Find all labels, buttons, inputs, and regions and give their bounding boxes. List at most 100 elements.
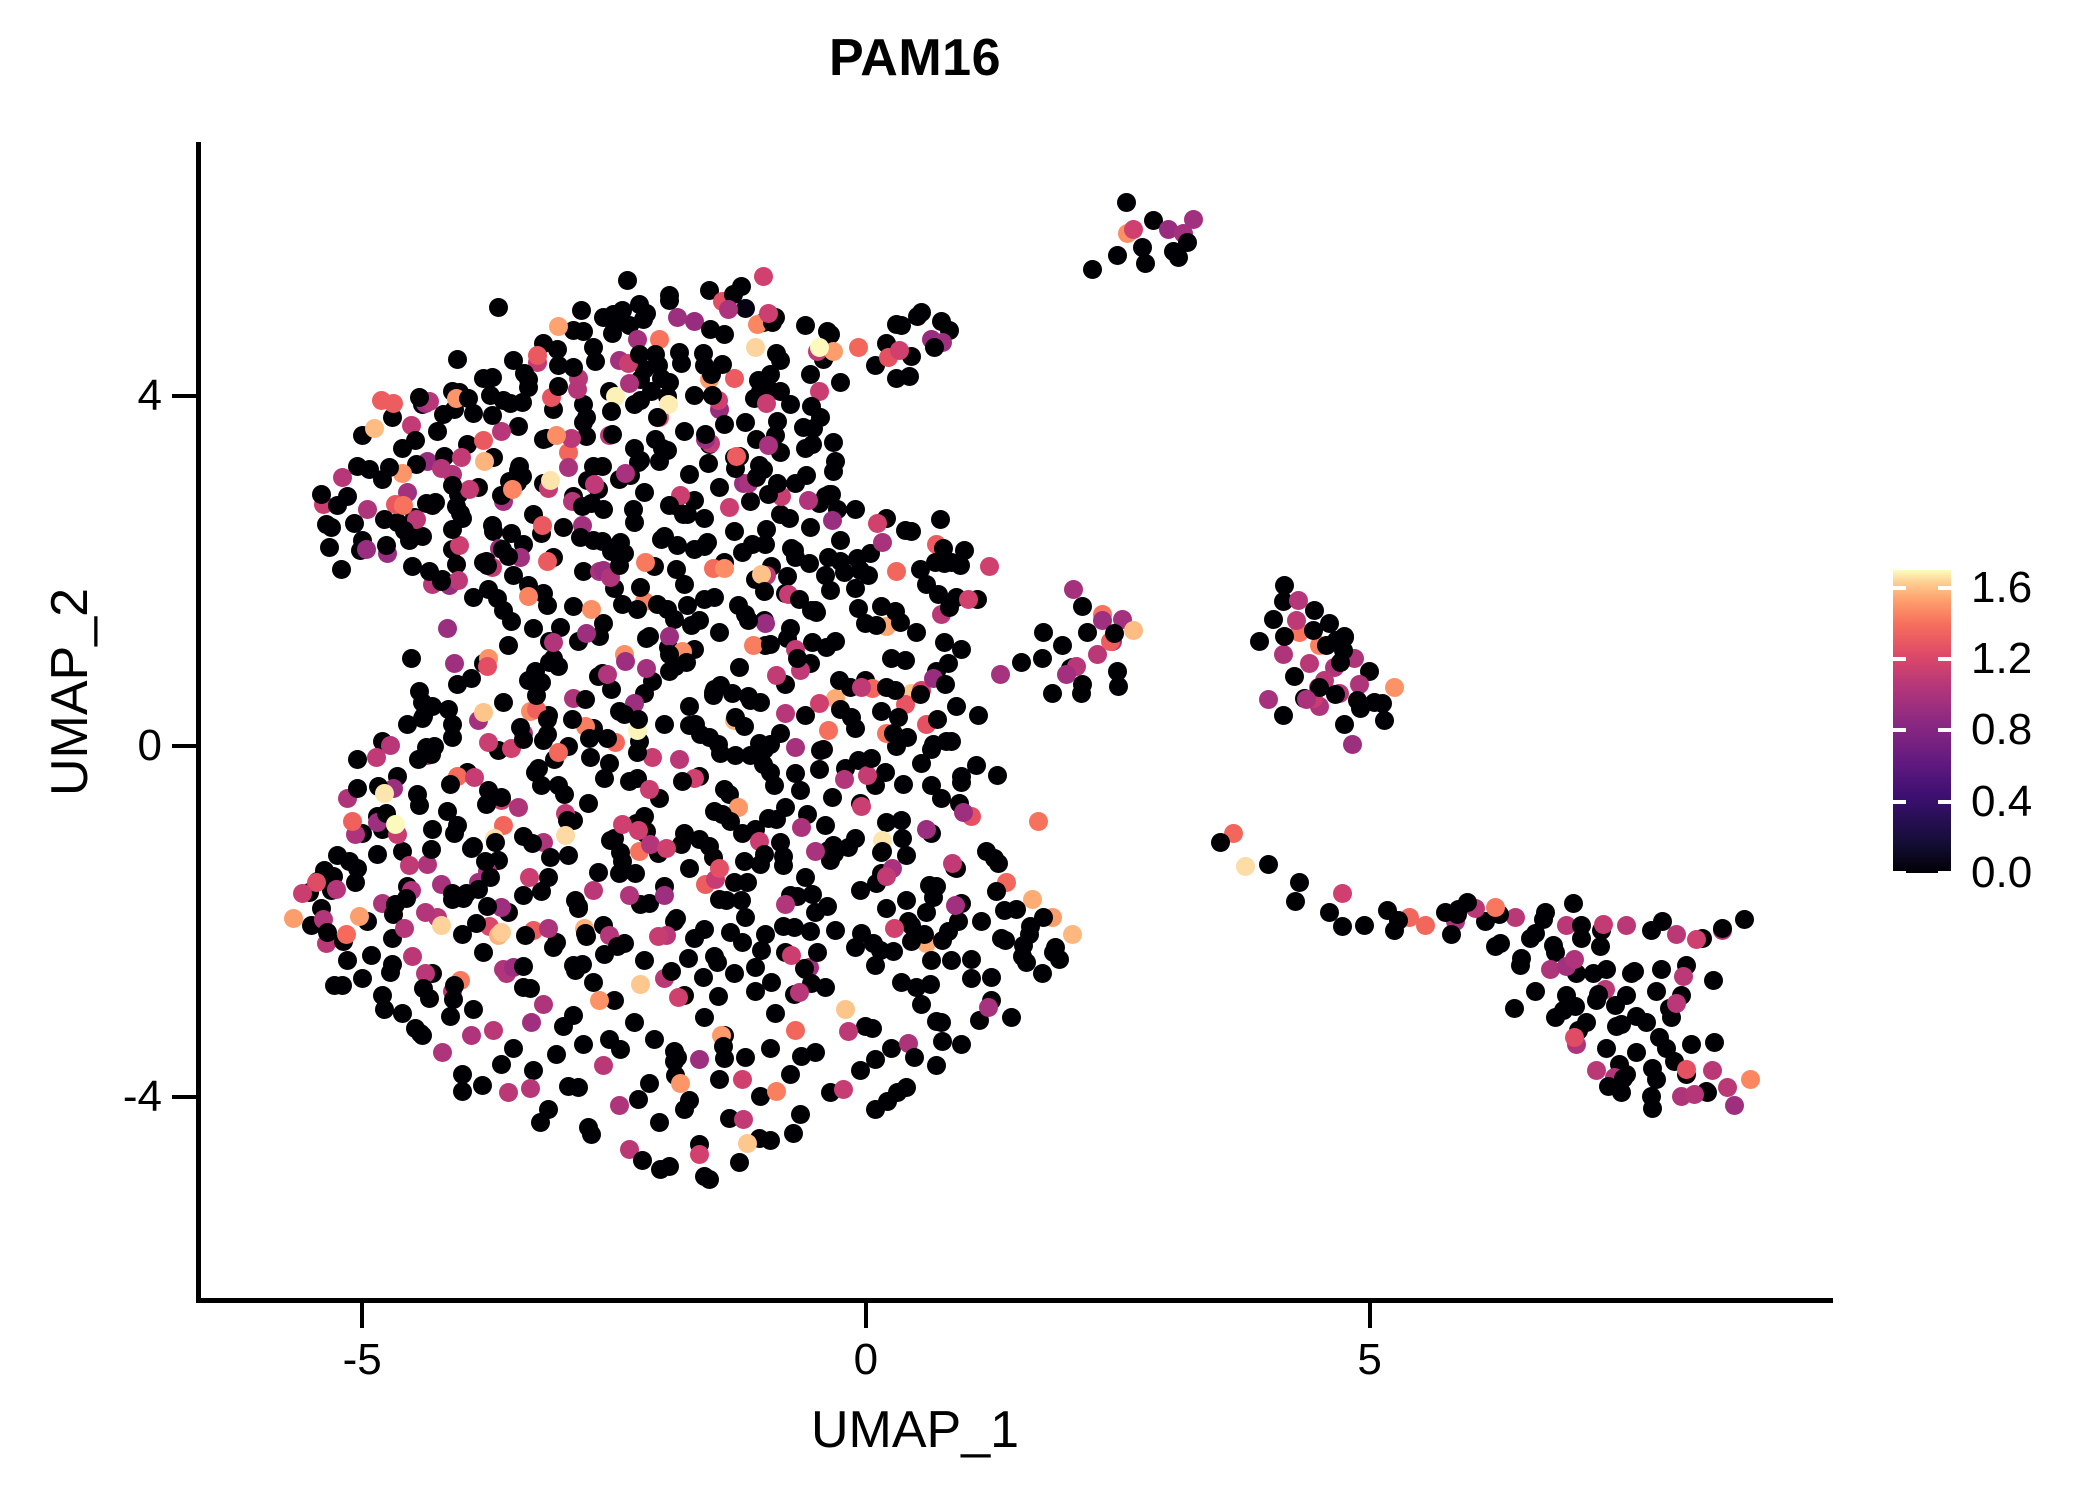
scatter-point xyxy=(896,846,916,866)
scatter-point xyxy=(1299,653,1319,673)
scatter-point xyxy=(574,321,594,341)
scatter-point xyxy=(1526,981,1546,1001)
scatter-point xyxy=(581,747,601,767)
scatter-point xyxy=(603,424,623,444)
scatter-point xyxy=(609,1095,629,1115)
scatter-point xyxy=(365,418,385,438)
scatter-point xyxy=(473,942,493,962)
scatter-point xyxy=(746,958,766,978)
scatter-point xyxy=(1355,916,1375,936)
scatter-point xyxy=(947,697,967,717)
scatter-point xyxy=(876,812,896,832)
scatter-point xyxy=(891,973,911,993)
scatter-point xyxy=(802,396,822,416)
scatter-point xyxy=(1571,929,1591,949)
scatter-point xyxy=(672,835,692,854)
scatter-point xyxy=(824,843,844,863)
scatter-point xyxy=(1589,985,1609,1005)
scatter-point xyxy=(461,838,481,858)
scatter-point xyxy=(475,452,495,472)
scatter-point xyxy=(549,316,569,336)
scatter-point xyxy=(620,886,640,906)
scatter-point xyxy=(780,508,800,528)
scatter-point xyxy=(463,403,483,423)
scatter-point xyxy=(730,657,750,677)
scatter-point xyxy=(521,978,541,998)
scatter-point xyxy=(343,812,363,832)
y-axis-line xyxy=(196,142,201,1302)
scatter-point xyxy=(818,897,838,917)
scatter-point xyxy=(820,580,840,600)
scatter-point xyxy=(709,987,729,1007)
scatter-point xyxy=(628,1090,648,1110)
scatter-point xyxy=(491,788,511,808)
scatter-point xyxy=(567,379,587,399)
scatter-point xyxy=(740,491,760,511)
scatter-point xyxy=(546,425,566,445)
scatter-point xyxy=(513,957,533,977)
scatter-point xyxy=(571,527,591,547)
scatter-point xyxy=(996,930,1016,950)
scatter-point xyxy=(770,381,790,401)
scatter-point xyxy=(1304,601,1324,621)
scatter-point xyxy=(368,844,388,864)
scatter-point xyxy=(450,535,470,555)
scatter-point xyxy=(576,924,596,944)
scatter-point xyxy=(911,995,931,1015)
scatter-point xyxy=(445,653,465,673)
scatter-point xyxy=(679,948,699,968)
scatter-point xyxy=(695,1166,715,1186)
scatter-point xyxy=(802,632,822,652)
scatter-point xyxy=(1674,966,1694,986)
scatter-point xyxy=(1274,575,1294,595)
scatter-point xyxy=(606,386,626,406)
scatter-point xyxy=(907,307,927,327)
scatter-point xyxy=(403,557,423,577)
scatter-point xyxy=(549,376,569,396)
scatter-point xyxy=(848,599,868,619)
scatter-point xyxy=(649,1113,669,1133)
scatter-point xyxy=(795,316,815,336)
scatter-point xyxy=(416,902,436,922)
scatter-point xyxy=(823,432,843,452)
scatter-point xyxy=(910,684,930,704)
scatter-point xyxy=(928,709,948,729)
scatter-point xyxy=(562,429,582,449)
scatter-point xyxy=(555,785,575,805)
scatter-point xyxy=(962,949,982,969)
scatter-point xyxy=(395,520,415,540)
scatter-point xyxy=(690,1049,710,1069)
scatter-point xyxy=(311,484,331,504)
scatter-point xyxy=(1605,995,1625,1015)
scatter-point xyxy=(462,668,482,688)
scatter-point xyxy=(1319,614,1339,634)
scatter-point xyxy=(498,1082,518,1102)
scatter-point xyxy=(817,321,837,341)
colorbar-tick-mark xyxy=(1938,585,1951,590)
scatter-point xyxy=(796,466,816,486)
scatter-point xyxy=(318,922,338,942)
scatter-point xyxy=(526,685,546,705)
scatter-point xyxy=(1259,855,1279,874)
scatter-point xyxy=(592,457,612,477)
scatter-point xyxy=(872,842,892,862)
scatter-point xyxy=(610,555,630,575)
scatter-point xyxy=(715,325,735,345)
scatter-point xyxy=(443,884,463,904)
scatter-point xyxy=(628,329,648,349)
scatter-point xyxy=(1210,832,1230,852)
scatter-point xyxy=(916,819,936,839)
scatter-point xyxy=(559,1077,579,1097)
scatter-point xyxy=(795,706,815,726)
scatter-point xyxy=(579,729,599,749)
scatter-point xyxy=(830,551,850,571)
scatter-point xyxy=(477,897,497,917)
scatter-point xyxy=(1666,993,1686,1013)
scatter-point xyxy=(337,925,357,945)
scatter-point xyxy=(1541,960,1561,980)
scatter-point xyxy=(408,750,428,770)
scatter-point xyxy=(886,680,906,700)
scatter-point xyxy=(565,960,585,980)
scatter-point xyxy=(661,961,681,981)
scatter-point xyxy=(995,900,1015,920)
